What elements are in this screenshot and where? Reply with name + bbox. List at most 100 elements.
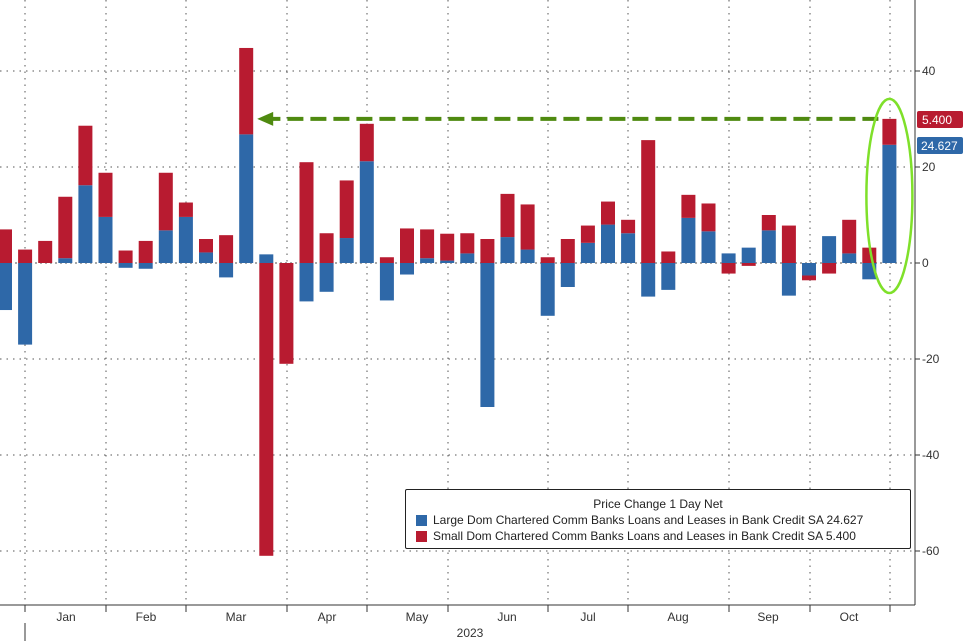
bar-large	[802, 263, 816, 276]
bar-large	[681, 217, 696, 263]
value-tags: 5.400 24.627	[917, 111, 963, 154]
bar-large	[621, 233, 636, 263]
bar-small	[78, 125, 93, 186]
bar-large	[18, 263, 33, 345]
bar-large	[219, 263, 234, 278]
bar-small	[199, 239, 213, 253]
bar-small	[560, 239, 575, 263]
x-month-label: Mar	[226, 610, 247, 624]
large-value-tag-text: 24.627	[921, 139, 958, 153]
bar-small	[158, 172, 173, 231]
x-month-label: Jun	[497, 610, 516, 624]
bar-large	[661, 263, 676, 290]
annotation-layer	[257, 97, 914, 295]
bar-small	[98, 172, 113, 217]
bar-small	[339, 180, 354, 239]
x-year-label: 2023	[457, 626, 484, 640]
bar-large	[842, 253, 857, 263]
bar-small	[681, 194, 696, 218]
bar-large	[440, 260, 455, 263]
bar-small	[138, 240, 153, 263]
bar-large	[98, 216, 113, 263]
bar-large	[480, 263, 495, 407]
large-value-tag	[917, 137, 963, 154]
bar-small	[721, 263, 736, 274]
bar-large	[520, 249, 535, 263]
y-tick-label: -60	[922, 544, 940, 558]
bar-small	[219, 235, 234, 263]
bar-small	[641, 140, 656, 263]
x-month-label: Aug	[667, 610, 688, 624]
bar-large	[299, 263, 314, 302]
bar-large	[781, 263, 796, 296]
bar-large	[580, 242, 595, 263]
bar-small	[500, 193, 515, 238]
bar-small	[239, 47, 254, 135]
bar-small	[299, 162, 314, 263]
bar-large	[138, 263, 153, 269]
bar-small	[580, 225, 595, 243]
bar-small	[601, 201, 615, 225]
y-tick-label: 0	[922, 256, 929, 270]
bar-small	[520, 204, 535, 250]
bar-small	[18, 249, 33, 263]
bar-small	[621, 219, 636, 234]
bar-large	[379, 263, 394, 301]
small-value-tag	[917, 111, 963, 128]
bar-small	[0, 229, 12, 263]
legend-item-small: Small Dom Chartered Comm Banks Loans and…	[416, 528, 900, 544]
bar-large	[822, 236, 837, 263]
bar-small	[802, 275, 816, 281]
bar-large	[882, 144, 897, 263]
bar-small	[661, 251, 676, 263]
bar-small	[58, 196, 73, 259]
bar-large	[400, 263, 414, 275]
bar-large	[199, 252, 213, 263]
bar-small	[460, 233, 475, 254]
bar-small	[359, 123, 374, 162]
bar-small	[319, 233, 334, 263]
bar-small	[741, 263, 756, 266]
bar-large	[319, 263, 334, 292]
x-month-label: Sep	[757, 610, 779, 624]
legend-swatch-small	[416, 530, 427, 542]
bar-small	[701, 203, 716, 232]
x-month-label: Apr	[318, 610, 337, 624]
small-value-tag-text: 5.400	[922, 113, 952, 127]
bar-small	[379, 257, 394, 263]
legend-item-large: Large Dom Chartered Comm Banks Loans and…	[416, 512, 900, 528]
bar-large	[178, 216, 193, 263]
x-month-label: Oct	[840, 610, 859, 624]
y-tick-label: 40	[922, 64, 936, 78]
y-tick-label: -20	[922, 352, 940, 366]
bar-large	[58, 258, 73, 263]
bar-large	[420, 258, 435, 263]
x-month-label: May	[406, 610, 429, 624]
bar-small	[259, 263, 274, 556]
bar-large	[641, 263, 656, 297]
bar-large	[460, 253, 475, 263]
bar-small	[822, 263, 837, 274]
bar-large	[78, 185, 93, 263]
bar-small	[882, 118, 897, 145]
bar-small	[38, 240, 53, 263]
bar-small	[440, 233, 455, 261]
bar-large	[741, 247, 756, 263]
bar-small	[118, 250, 133, 263]
bar-large	[701, 231, 716, 263]
bar-small	[761, 215, 776, 231]
bar-large	[118, 263, 133, 268]
bar-large	[158, 230, 173, 263]
axis-layer: 40 20 0 -20 -40 -60 Jan Feb Mar Apr May Jun Jul Aug Se…	[0, 0, 940, 641]
dashed-arrow-head	[257, 111, 274, 126]
bar-large	[761, 230, 776, 263]
bar-small	[178, 202, 193, 217]
y-tick-label: 20	[922, 160, 936, 174]
bar-large	[560, 263, 575, 287]
bar-small	[420, 229, 435, 259]
bar-small	[781, 225, 796, 263]
bar-large	[359, 161, 374, 263]
bar-large	[540, 263, 555, 316]
bar-large	[721, 253, 736, 263]
